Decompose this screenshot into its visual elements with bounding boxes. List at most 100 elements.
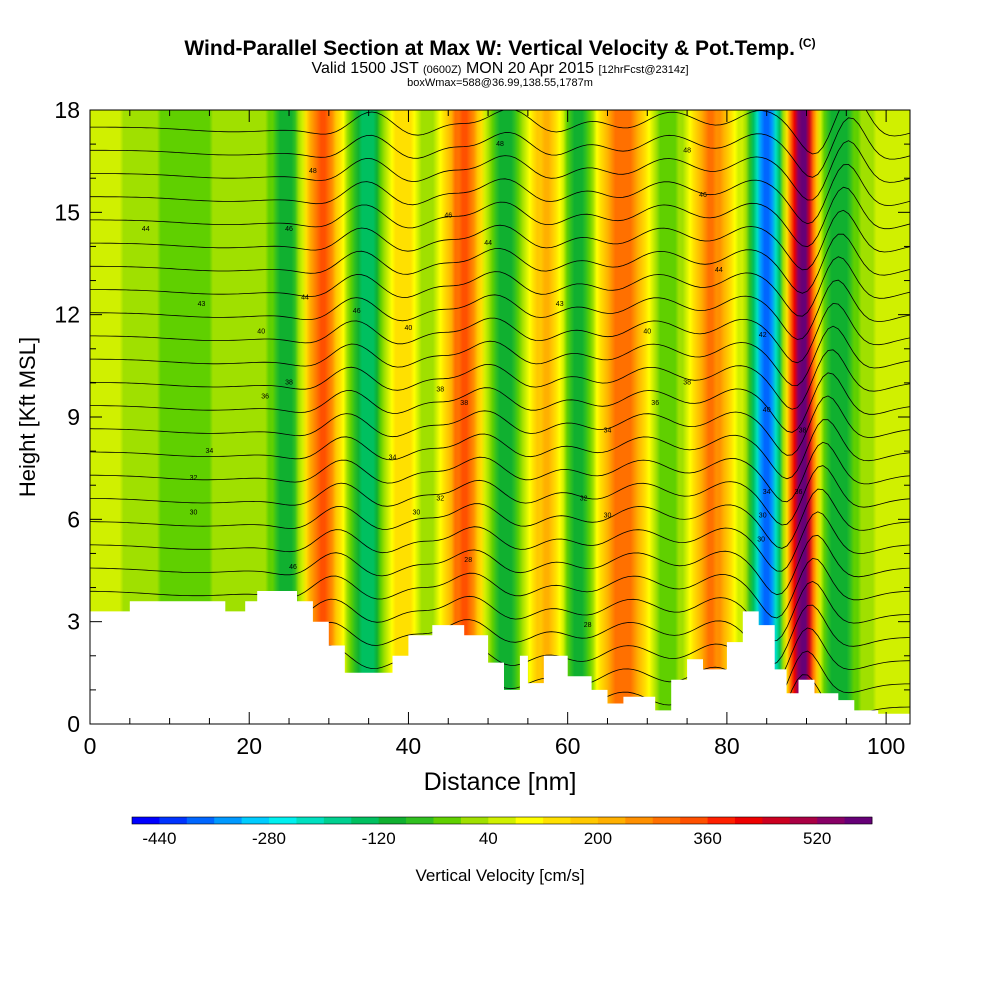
colorbar-swatch <box>269 817 297 824</box>
colorbar-label: Vertical Velocity [cm/s] <box>415 866 584 885</box>
colorbar-tick-label: 360 <box>693 829 721 848</box>
theta-contour <box>90 117 910 178</box>
contour-label: 46 <box>444 213 452 220</box>
contour-label: 34 <box>604 427 612 434</box>
contour-label: 32 <box>580 496 588 503</box>
contour-label: 43 <box>556 301 564 308</box>
theta-contour <box>90 349 910 410</box>
colorbar-tick-label: 520 <box>803 829 831 848</box>
colorbar-swatch <box>680 817 708 824</box>
contour-label: 46 <box>699 192 707 199</box>
contour-label: 43 <box>198 301 206 308</box>
contour-label: 38 <box>285 380 293 387</box>
x-tick-label: 80 <box>714 733 740 759</box>
y-tick-label: 3 <box>67 609 80 635</box>
theta-contour <box>90 465 910 526</box>
contour-label: 36 <box>261 393 269 400</box>
valid-time: Valid 1500 JST <box>311 60 419 77</box>
y-tick-label: 6 <box>67 506 80 532</box>
copyright-mark: (C) <box>798 36 816 50</box>
colorbar-swatch <box>214 817 243 824</box>
x-tick-label: 100 <box>867 733 905 759</box>
colorbar-swatch <box>323 817 352 824</box>
colorbar-swatch <box>433 817 462 824</box>
contour-labels: 46 30 32 34 36 38 40 43 44 44 46 48 46 40 38 34 30 32 38 46… <box>142 141 807 629</box>
colorbar-tick-label: -120 <box>362 829 396 848</box>
y-tick-label: 12 <box>54 302 80 328</box>
colorbar: -440 -280 -120 40 200 360 520 <box>131 816 873 848</box>
colorbar-tick-label: -280 <box>252 829 286 848</box>
colorbar-swatch <box>351 817 380 824</box>
theta-contour <box>90 110 910 155</box>
colorbar-swatch <box>488 817 517 824</box>
colorbar-swatch <box>186 817 215 824</box>
colorbar-swatch <box>597 817 626 824</box>
contour-label: 44 <box>484 240 492 247</box>
contour-label: 38 <box>799 427 807 434</box>
colorbar-swatch <box>625 817 654 824</box>
theta-contour <box>90 325 910 387</box>
colorbar-swatch <box>159 817 188 824</box>
contour-label: 30 <box>190 509 198 516</box>
contour-label: 36 <box>651 400 659 407</box>
y-tick-label: 18 <box>54 97 80 123</box>
contour-label: 30 <box>413 509 421 516</box>
colorbar-swatch <box>789 817 818 824</box>
contour-label: 38 <box>436 387 444 394</box>
colorbar-swatch <box>734 817 763 824</box>
x-axis-label: Distance [nm] <box>424 768 577 796</box>
theta-contour <box>90 209 910 271</box>
theta-contour <box>90 395 910 456</box>
y-tick-label: 9 <box>67 404 80 430</box>
forecast-info: [12hrFcst@2314z] <box>598 64 689 76</box>
theta-contour <box>90 372 910 433</box>
contour-label: 48 <box>683 148 691 155</box>
contour-label: 46 <box>285 226 293 233</box>
contour-label: 44 <box>301 294 309 301</box>
theta-contour <box>90 140 910 201</box>
colorbar-swatch <box>132 817 160 824</box>
theta-contour <box>90 557 910 619</box>
colorbar-swatch <box>570 817 599 824</box>
contour-label: 48 <box>309 168 317 175</box>
colorbar-tick-label: 200 <box>584 829 612 848</box>
contour-label: 40 <box>405 325 413 332</box>
contour-label: 32 <box>436 496 444 503</box>
colorbar-swatch <box>460 817 489 824</box>
contour-label: 38 <box>460 400 468 407</box>
x-tick-label: 0 <box>84 733 97 759</box>
colorbar-swatch <box>844 817 873 824</box>
x-tick-label: 60 <box>555 733 581 759</box>
theta-contour <box>90 279 910 340</box>
contour-label: 30 <box>757 537 765 544</box>
colorbar-frame <box>131 816 873 825</box>
contour-label: 44 <box>142 226 150 233</box>
contour-label: 34 <box>389 455 397 462</box>
colorbar-tick-label: -440 <box>142 829 176 848</box>
theta-contour <box>90 256 910 317</box>
theta-contour <box>90 488 910 549</box>
colorbar-swatch <box>817 817 845 824</box>
colorbar-swatch <box>652 817 681 824</box>
contour-label: 46 <box>289 564 297 571</box>
colorbar-swatch <box>543 817 571 824</box>
theta-contour <box>90 302 910 364</box>
theta-contour <box>90 233 910 294</box>
contour-label: 48 <box>496 141 504 148</box>
chart-subtitle: Valid 1500 JST (0600Z) MON 20 Apr 2015 [… <box>0 60 1000 78</box>
x-tick-label: 40 <box>396 733 422 759</box>
contour-label: 42 <box>759 332 767 339</box>
chart-title-text: Wind-Parallel Section at Max W: Vertical… <box>184 37 795 60</box>
contour-label: 40 <box>643 329 651 336</box>
colorbar-swatch <box>762 817 791 824</box>
chart-box-info: boxWmax=588@36.99,138.55,1787m <box>407 77 593 89</box>
contour-label: 46 <box>353 308 361 315</box>
valid-date: MON 20 Apr 2015 <box>465 60 595 77</box>
y-axis-label: Height [Kft MSL] <box>15 337 40 497</box>
theta-contour <box>90 186 910 248</box>
colorbar-swatch <box>707 817 736 824</box>
theta-contour <box>90 511 910 572</box>
contour-label: 30 <box>604 513 612 520</box>
contour-label: 36 <box>795 489 803 496</box>
